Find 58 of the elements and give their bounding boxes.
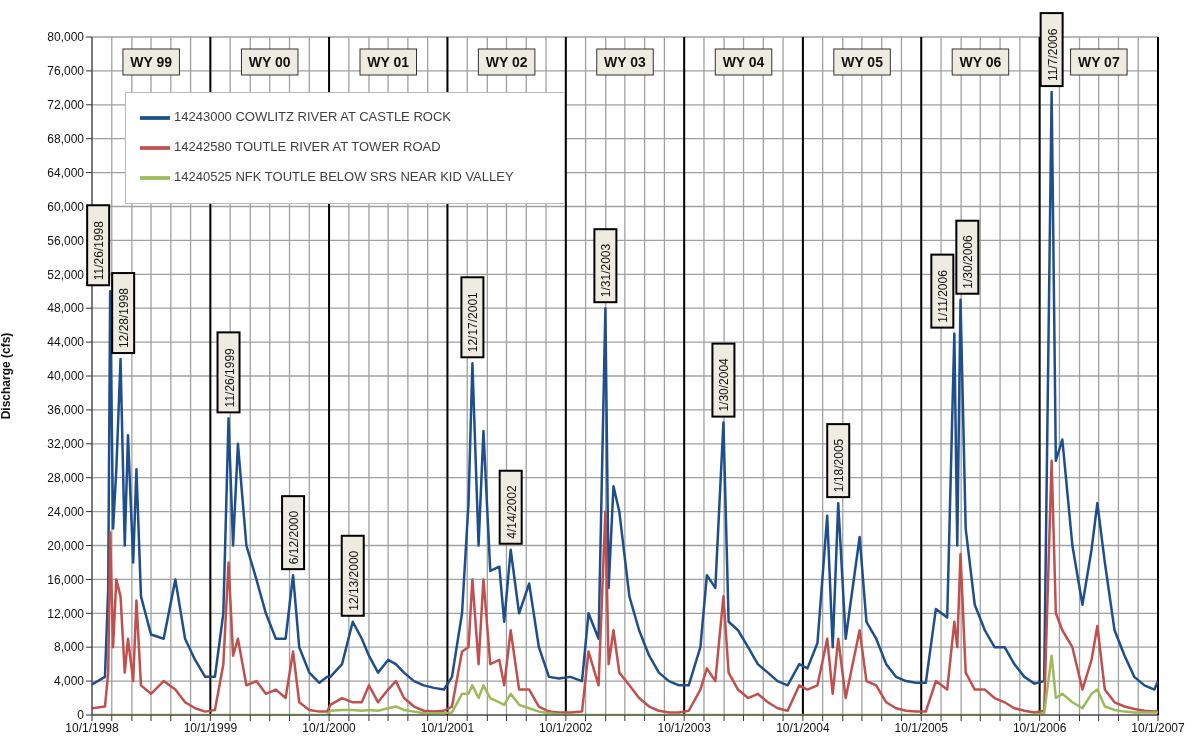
annotation: 1/31/2003: [599, 243, 614, 298]
x-tick-label: 10/1/2003: [657, 720, 712, 735]
annotation: WY 07: [1077, 54, 1120, 70]
x-tick-label: 10/1/2007: [1131, 720, 1186, 735]
x-tick-label: 10/1/1998: [65, 720, 120, 735]
legend-label: 14242580 TOUTLE RIVER AT TOWER ROAD: [174, 139, 441, 155]
y-tick-label: 8,000: [53, 640, 85, 655]
y-axis-title: Discharge (cfs): [0, 332, 14, 420]
y-tick-label: 36,000: [47, 403, 85, 418]
annotation: 1/30/2006: [961, 235, 976, 289]
annotation: 11/7/2006: [1045, 28, 1060, 82]
annotation: 1/30/2004: [717, 357, 732, 412]
line-series: [92, 90, 1158, 691]
y-tick-label: 16,000: [47, 572, 85, 587]
annotation: 11/26/1999: [222, 347, 237, 408]
x-tick-label: 10/1/2004: [776, 720, 830, 735]
annotation: 12/13/2000: [346, 550, 361, 611]
annotation: WY 06: [959, 54, 1002, 70]
y-tick-label: 0: [77, 708, 85, 723]
y-tick-label: 4,000: [53, 674, 85, 689]
y-tick-label: 76,000: [47, 64, 85, 79]
annotation: WY 03: [604, 54, 647, 70]
x-tick-label: 10/1/1999: [183, 720, 238, 735]
x-tick-label: 10/1/2001: [420, 720, 475, 735]
y-tick-label: 40,000: [47, 369, 85, 384]
y-tick-label: 64,000: [47, 165, 85, 180]
y-tick-label: 56,000: [47, 233, 85, 248]
legend-label: 14243000 COWLITZ RIVER AT CASTLE ROCK: [174, 109, 451, 125]
x-tick-label: 10/1/2005: [894, 720, 949, 735]
y-tick-label: 28,000: [47, 470, 85, 485]
y-tick-label: 20,000: [47, 538, 85, 553]
annotation: 11/26/1998: [92, 220, 107, 281]
x-tick-label: 10/1/2006: [1012, 720, 1067, 735]
annotation: WY 00: [248, 54, 291, 70]
annotation: WY 01: [367, 54, 410, 70]
y-tick-label: 72,000: [47, 98, 85, 113]
x-tick-label: 10/1/2002: [539, 720, 593, 735]
y-tick-label: 24,000: [47, 504, 85, 519]
annotation: 12/28/1998: [117, 287, 132, 349]
legend-label: 14240525 NFK TOUTLE BELOW SRS NEAR KID VALLEY: [174, 169, 514, 185]
y-tick-label: 48,000: [47, 301, 85, 316]
annotation: 4/14/2002: [504, 485, 519, 539]
y-tick-label: 68,000: [47, 131, 85, 146]
annotation: WY 04: [722, 54, 765, 70]
annotation: 1/11/2006: [936, 269, 951, 323]
annotation: 1/18/2005: [832, 438, 847, 493]
y-tick-label: 12,000: [47, 606, 85, 621]
y-tick-label: 44,000: [47, 335, 85, 350]
annotation: WY 05: [841, 54, 884, 70]
annotation: 6/12/2000: [287, 510, 302, 565]
y-tick-label: 52,000: [47, 267, 85, 282]
annotation: 12/17/2001: [466, 291, 481, 353]
annotation: WY 99: [130, 54, 173, 70]
y-tick-label: 80,000: [47, 30, 85, 45]
annotation: WY 02: [485, 54, 528, 70]
x-tick-label: 10/1/2000: [302, 720, 357, 735]
y-tick-label: 32,000: [47, 437, 85, 452]
y-tick-label: 60,000: [47, 199, 85, 214]
